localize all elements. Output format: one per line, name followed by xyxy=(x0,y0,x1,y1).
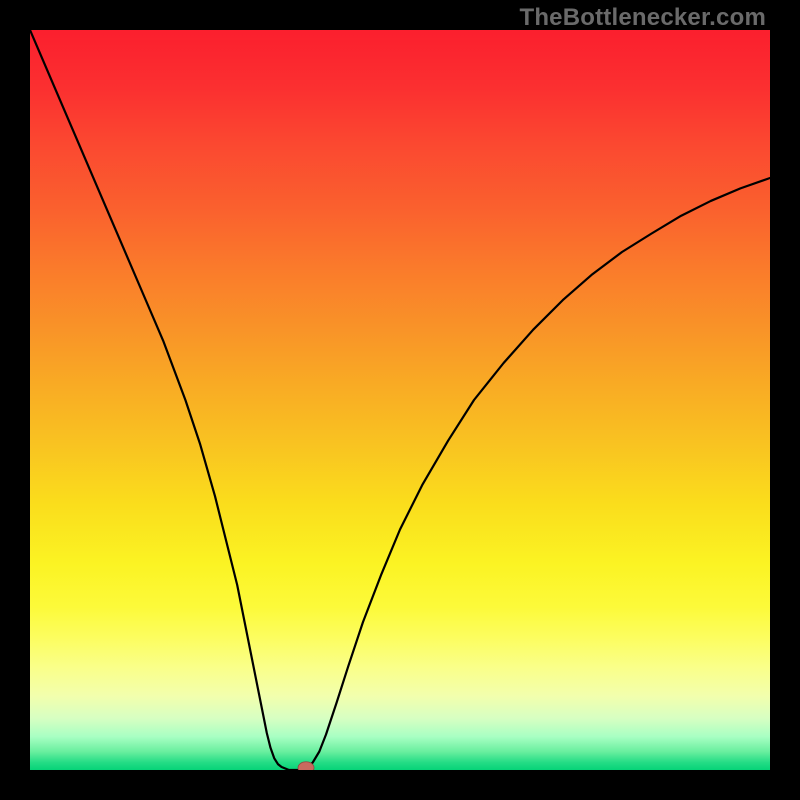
chart-frame: TheBottlenecker.com xyxy=(0,0,800,800)
plot-area xyxy=(30,30,770,770)
bottleneck-curve xyxy=(30,30,770,770)
watermark-text: TheBottlenecker.com xyxy=(519,4,766,32)
optimum-marker xyxy=(298,762,314,770)
chart-svg xyxy=(30,30,770,770)
